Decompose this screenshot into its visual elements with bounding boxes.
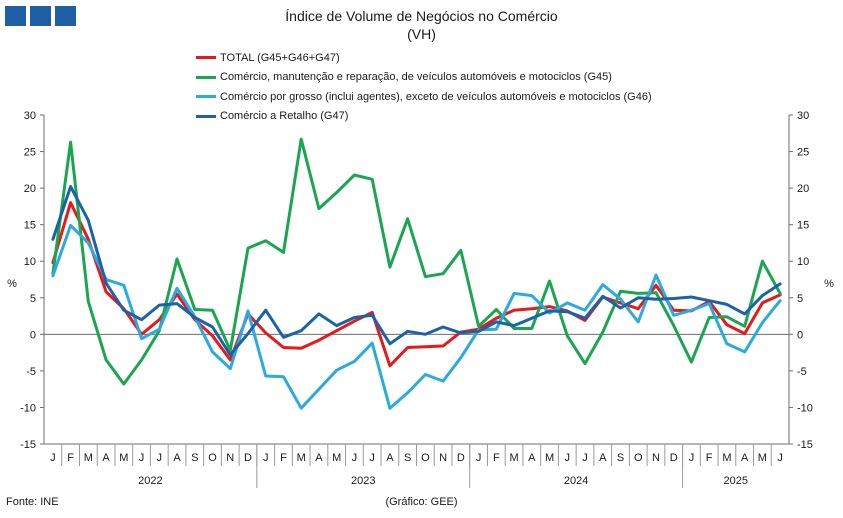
x-tick-label: J (689, 452, 695, 464)
x-tick-label: J (565, 452, 571, 464)
x-tick-label: N (226, 452, 234, 464)
y-tick-label-right: -5 (797, 366, 807, 378)
x-tick-label: A (386, 452, 394, 464)
chart-credit: (Gráfico: GEE) (385, 496, 458, 508)
y-tick-label-right: -15 (797, 439, 813, 451)
x-tick-label: J (582, 452, 588, 464)
x-tick-label: N (439, 452, 447, 464)
x-tick-label: M (119, 452, 128, 464)
logo-square-1 (5, 6, 26, 26)
legend-item-g47: Comércio a Retalho (G47) (196, 107, 652, 127)
x-tick-label: J (50, 452, 56, 464)
x-tick-label: O (634, 452, 643, 464)
x-tick-label: J (369, 452, 375, 464)
y-tick-label-right: 10 (797, 256, 809, 268)
y-tick-label-right: 20 (797, 183, 809, 195)
x-tick-label: S (191, 452, 198, 464)
x-tick-label: A (173, 452, 181, 464)
y-tick-label-right: 0 (797, 329, 803, 341)
logo-square-2 (30, 6, 51, 26)
x-tick-label: M (545, 452, 554, 464)
y-tick-label-right: 25 (797, 147, 809, 159)
source-note: Fonte: INE (6, 496, 59, 508)
legend-swatch-g47 (196, 114, 216, 118)
x-tick-label: O (208, 452, 217, 464)
series-line-g46 (51, 223, 782, 410)
y-tick-label-right: 30 (797, 110, 809, 122)
x-tick-label: J (263, 452, 269, 464)
x-year-label: 2024 (564, 475, 588, 487)
y-tick-label-left: -10 (20, 402, 36, 414)
y-tick-label-right: -10 (797, 402, 813, 414)
chart-title: Índice de Volume de Negócios no Comércio (285, 8, 558, 24)
y-axis-unit-left: % (7, 278, 17, 290)
x-tick-label: A (599, 452, 607, 464)
x-tick-label: S (404, 452, 411, 464)
y-tick-label-left: 10 (24, 256, 36, 268)
y-tick-label-left: -5 (26, 366, 36, 378)
x-tick-label: J (139, 452, 145, 464)
legend-label-g45: Comércio, manutenção e reparação, de veí… (220, 71, 612, 84)
chart-subtitle: (VH) (407, 26, 436, 42)
x-year-label: 2023 (351, 475, 375, 487)
y-tick-label-left: -15 (20, 439, 36, 451)
x-tick-label: M (509, 452, 518, 464)
legend-label-total: TOTAL (G45+G46+G47) (220, 51, 340, 64)
y-tick-label-right: 15 (797, 220, 809, 232)
legend-label-g46: Comércio por grosso (inclui agentes), ex… (220, 90, 652, 103)
y-tick-label-left: 30 (24, 110, 36, 122)
legend-item-g46: Comércio por grosso (inclui agentes), ex… (196, 87, 652, 107)
legend-item-g45: Comércio, manutenção e reparação, de veí… (196, 68, 652, 88)
x-tick-label: J (476, 452, 482, 464)
x-tick-label: F (280, 452, 287, 464)
x-tick-label: J (157, 452, 163, 464)
y-tick-label-left: 5 (30, 293, 36, 305)
x-tick-label: M (332, 452, 341, 464)
logo-square-3 (55, 6, 76, 26)
x-tick-label: A (528, 452, 536, 464)
legend-label-g47: Comércio a Retalho (G47) (220, 110, 349, 123)
x-tick-label: A (102, 452, 110, 464)
x-tick-label: M (297, 452, 306, 464)
x-tick-label: J (352, 452, 358, 464)
x-tick-label: J (777, 452, 783, 464)
legend-item-total: TOTAL (G45+G46+G47) (196, 48, 652, 68)
legend-swatch-g46 (196, 95, 216, 99)
x-tick-label: A (315, 452, 323, 464)
legend-swatch-total (196, 56, 216, 60)
x-tick-label: D (244, 452, 252, 464)
x-tick-label: A (741, 452, 749, 464)
series-line-total (51, 201, 782, 368)
x-tick-label: N (652, 452, 660, 464)
x-tick-label: M (758, 452, 767, 464)
x-tick-label: F (493, 452, 500, 464)
legend: TOTAL (G45+G46+G47) Comércio, manutenção… (196, 48, 652, 126)
y-tick-label-left: 0 (30, 329, 36, 341)
x-year-label: 2025 (724, 475, 748, 487)
x-tick-label: D (670, 452, 678, 464)
x-tick-label: F (706, 452, 713, 464)
x-tick-label: F (67, 452, 74, 464)
y-tick-label-left: 15 (24, 220, 36, 232)
y-tick-label-left: 25 (24, 147, 36, 159)
x-tick-label: D (457, 452, 465, 464)
x-year-label: 2022 (138, 475, 162, 487)
legend-swatch-g45 (196, 75, 216, 79)
series-line-g47 (51, 185, 782, 357)
x-tick-label: O (421, 452, 430, 464)
x-tick-label: M (84, 452, 93, 464)
y-tick-label-left: 20 (24, 183, 36, 195)
y-axis-unit-right: % (824, 278, 834, 290)
y-tick-label-right: 5 (797, 293, 803, 305)
x-tick-label: S (617, 452, 624, 464)
x-tick-label: M (722, 452, 731, 464)
